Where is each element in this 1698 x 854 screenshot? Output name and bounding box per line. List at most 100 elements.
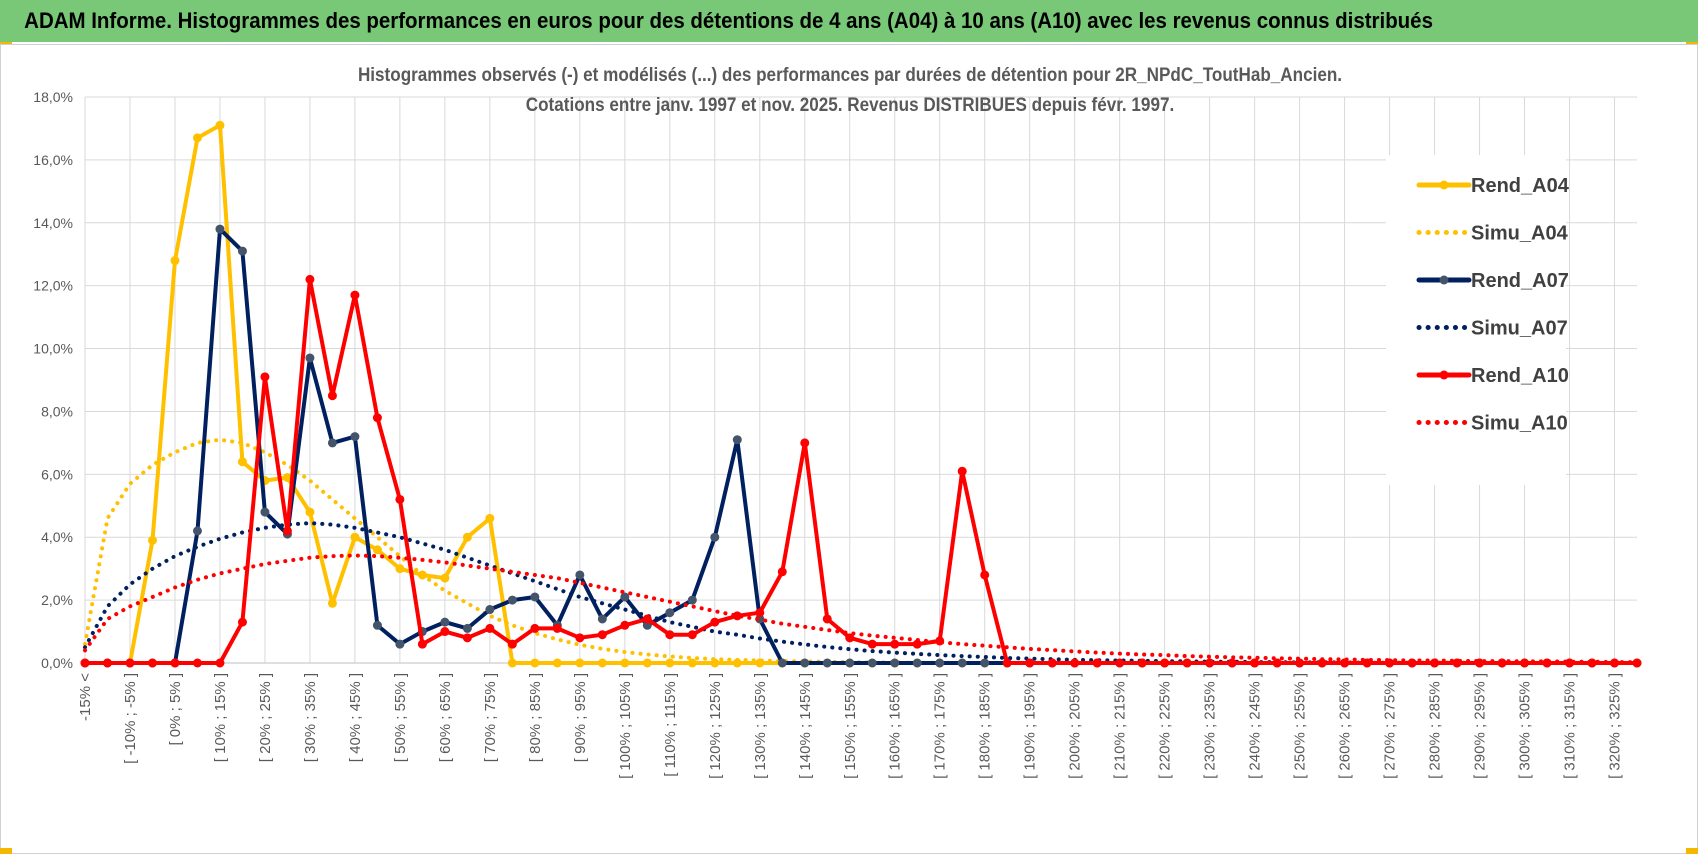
data-point-Rend_A07 <box>260 507 270 517</box>
data-point-Rend_A10 <box>440 627 450 637</box>
x-tick-label: [ 30% ; 35% ] <box>302 673 319 762</box>
data-point-Rend_A07 <box>822 658 832 668</box>
data-point-Rend_A04 <box>552 658 562 668</box>
y-tick-label: 18,0% <box>33 89 73 105</box>
x-tick-label: [ 220% ; 225% ] <box>1157 673 1174 779</box>
series-line-Rend_A10 <box>83 277 1639 665</box>
data-point-Rend_A10 <box>462 633 472 643</box>
x-tick-label: [ 170% ; 175% ] <box>932 673 949 779</box>
x-tick-label: [ -10% ; -5% ] <box>122 673 139 764</box>
data-point-Rend_A10 <box>1362 658 1372 668</box>
data-point-Rend_A04 <box>575 658 585 668</box>
data-point-Rend_A10 <box>170 658 180 668</box>
x-tick-label: [ 60% ; 65% ] <box>437 673 454 762</box>
data-point-Rend_A04 <box>170 256 180 266</box>
data-point-Rend_A07 <box>575 570 585 580</box>
x-tick-label: [ 100% ; 105% ] <box>617 673 634 779</box>
data-point-Rend_A10 <box>260 372 270 382</box>
data-point-Rend_A07 <box>867 658 877 668</box>
data-point-Rend_A07 <box>237 246 247 256</box>
data-point-Rend_A07 <box>845 658 855 668</box>
x-tick-label: [ 130% ; 135% ] <box>752 673 769 779</box>
data-point-Rend_A10 <box>1002 658 1012 668</box>
data-point-Rend_A10 <box>1025 658 1035 668</box>
data-point-Rend_A10 <box>890 639 900 649</box>
x-tick-label: [ 320% ; 325% ] <box>1607 673 1624 779</box>
data-point-Rend_A07 <box>777 658 787 668</box>
x-tick-label: [ 310% ; 315% ] <box>1562 673 1579 779</box>
data-point-Rend_A10 <box>102 658 112 668</box>
x-tick-label: [ 150% ; 155% ] <box>842 673 859 779</box>
data-point-Rend_A07 <box>935 658 945 668</box>
data-point-Rend_A07 <box>305 353 315 363</box>
data-point-Rend_A04 <box>237 457 247 467</box>
data-point-Rend_A10 <box>147 658 157 668</box>
data-point-Rend_A10 <box>665 630 675 640</box>
data-point-Rend_A04 <box>620 658 630 668</box>
x-tick-label: [ 230% ; 235% ] <box>1202 673 1219 779</box>
data-point-Rend_A10 <box>530 623 540 633</box>
data-point-Rend_A10 <box>687 630 697 640</box>
data-point-Rend_A07 <box>980 658 990 668</box>
x-tick-label: [ 0% ; 5% ] <box>167 673 184 746</box>
data-point-Rend_A10 <box>305 274 315 284</box>
x-tick-label: [ 120% ; 125% ] <box>707 673 724 779</box>
data-point-Rend_A10 <box>980 570 990 580</box>
data-point-Rend_A04 <box>507 658 517 668</box>
data-point-Rend_A07 <box>957 658 967 668</box>
data-point-Rend_A04 <box>327 598 337 608</box>
data-point-Rend_A10 <box>552 623 562 633</box>
data-point-Rend_A10 <box>507 639 517 649</box>
x-tick-label: [ 20% ; 25% ] <box>257 673 274 762</box>
corner-mark-bottom-left <box>0 848 12 854</box>
data-point-Rend_A10 <box>417 639 427 649</box>
data-point-Rend_A07 <box>462 623 472 633</box>
x-tick-label: -15% < <box>77 673 94 721</box>
data-point-Rend_A04 <box>395 564 405 574</box>
data-point-Rend_A10 <box>192 658 202 668</box>
data-point-Rend_A07 <box>912 658 922 668</box>
data-point-Rend_A10 <box>1070 658 1080 668</box>
data-point-Rend_A10 <box>575 633 585 643</box>
data-point-Rend_A10 <box>485 623 495 633</box>
x-tick-label: [ 50% ; 55% ] <box>392 673 409 762</box>
y-tick-label: 4,0% <box>41 529 73 545</box>
legend-label: Simu_A07 <box>1471 318 1568 340</box>
data-point-Rend_A07 <box>890 658 900 668</box>
series-line-Simu_A10 <box>83 553 1639 665</box>
data-point-Rend_A10 <box>800 438 810 448</box>
legend-label: Simu_A10 <box>1471 413 1568 435</box>
y-tick-label: 12,0% <box>33 278 73 294</box>
data-point-Rend_A04 <box>372 545 382 555</box>
data-point-Rend_A07 <box>395 639 405 649</box>
data-point-Rend_A07 <box>192 526 202 536</box>
data-point-Rend_A04 <box>462 532 472 542</box>
data-point-Rend_A04 <box>687 658 697 668</box>
data-point-Rend_A10 <box>620 620 630 630</box>
x-tick-label: [ 180% ; 185% ] <box>977 673 994 779</box>
data-point-Rend_A10 <box>1047 658 1057 668</box>
data-point-Rend_A10 <box>822 614 832 624</box>
data-point-Rend_A07 <box>597 614 607 624</box>
x-tick-label: [ 190% ; 195% ] <box>1022 673 1039 779</box>
chart-subtitle: Cotations entre janv. 1997 et nov. 2025.… <box>525 95 1175 116</box>
data-point-Rend_A07 <box>440 617 450 627</box>
data-point-Rend_A04 <box>642 658 652 668</box>
data-point-Rend_A04 <box>485 513 495 523</box>
data-point-Rend_A07 <box>620 592 630 602</box>
y-tick-label: 8,0% <box>41 403 73 419</box>
legend-label: Rend_A07 <box>1471 270 1569 292</box>
corner-mark-bottom-right <box>1686 848 1698 854</box>
data-point-Rend_A04 <box>440 573 450 583</box>
legend-marker-Rend_A04 <box>1439 180 1449 190</box>
data-point-Rend_A07 <box>507 595 517 605</box>
legend-label: Simu_A04 <box>1471 223 1569 245</box>
x-tick-label: [ 280% ; 285% ] <box>1427 673 1444 779</box>
data-point-Rend_A10 <box>1250 658 1260 668</box>
data-point-Rend_A10 <box>237 617 247 627</box>
data-point-Rend_A10 <box>282 526 292 536</box>
chart-title: Histogrammes observés (-) et modélisés (… <box>357 65 1343 86</box>
data-point-Rend_A04 <box>192 133 202 143</box>
data-point-Rend_A07 <box>710 532 720 542</box>
